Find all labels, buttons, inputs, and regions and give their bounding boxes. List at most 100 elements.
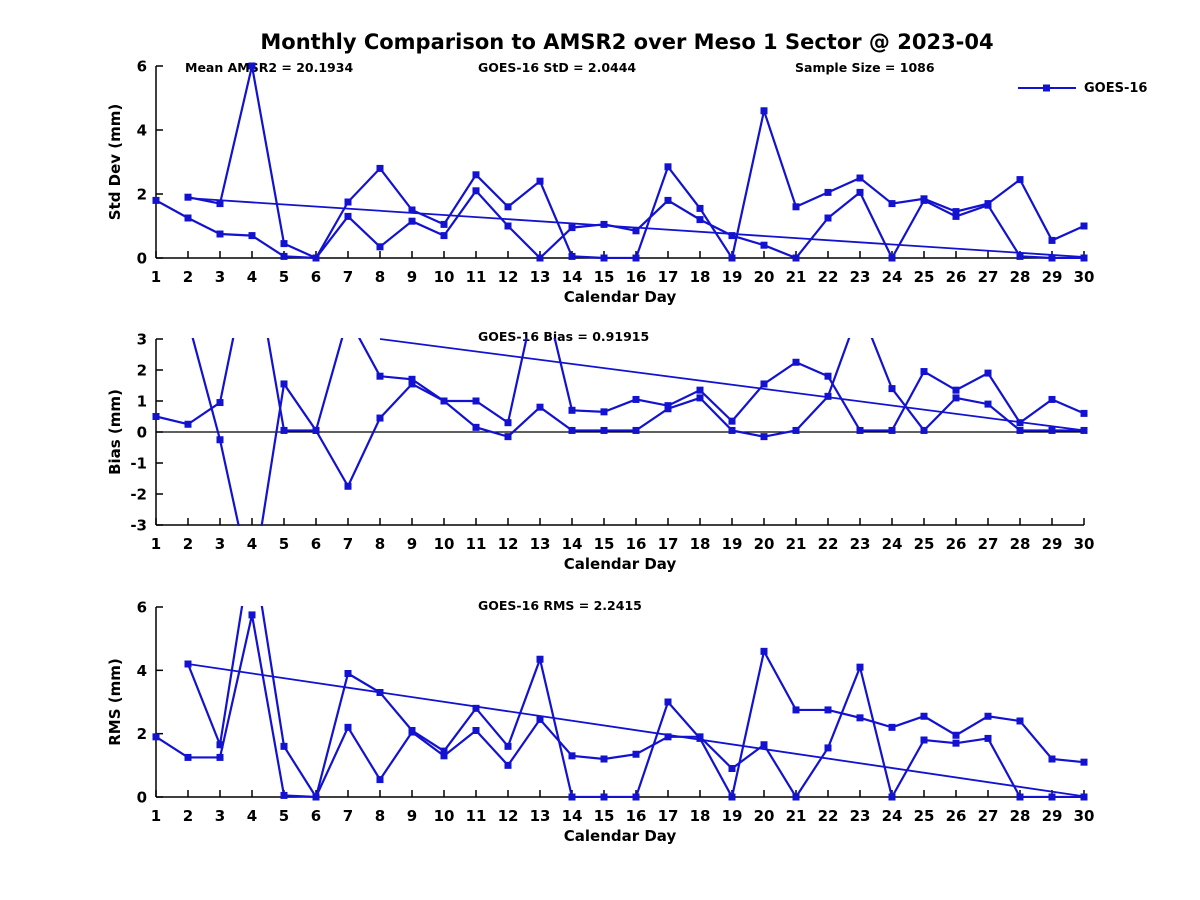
svg-text:18: 18 xyxy=(690,807,711,825)
svg-text:13: 13 xyxy=(530,807,551,825)
svg-text:17: 17 xyxy=(658,807,679,825)
svg-text:18: 18 xyxy=(690,535,711,553)
svg-text:9: 9 xyxy=(407,535,417,553)
svg-text:2: 2 xyxy=(183,807,193,825)
svg-text:7: 7 xyxy=(343,535,353,553)
xlabel-calendar-day-rms: Calendar Day xyxy=(563,827,677,845)
svg-text:10: 10 xyxy=(434,268,455,286)
svg-text:11: 11 xyxy=(466,535,487,553)
svg-text:16: 16 xyxy=(626,268,647,286)
svg-text:17: 17 xyxy=(658,268,679,286)
svg-text:24: 24 xyxy=(882,268,903,286)
svg-text:25: 25 xyxy=(914,535,935,553)
svg-text:0: 0 xyxy=(137,789,147,807)
svg-text:5: 5 xyxy=(279,807,289,825)
xlabel-calendar-day-bias: Calendar Day xyxy=(563,555,677,573)
svg-text:20: 20 xyxy=(754,807,775,825)
svg-text:22: 22 xyxy=(818,535,839,553)
svg-text:24: 24 xyxy=(882,535,903,553)
svg-text:1: 1 xyxy=(151,535,161,553)
svg-text:30: 30 xyxy=(1074,807,1095,825)
legend-line-marker-icon xyxy=(1018,84,1076,92)
svg-text:29: 29 xyxy=(1042,535,1063,553)
svg-text:23: 23 xyxy=(850,807,871,825)
svg-text:5: 5 xyxy=(279,535,289,553)
svg-text:4: 4 xyxy=(247,807,257,825)
svg-text:4: 4 xyxy=(137,122,147,140)
svg-text:21: 21 xyxy=(786,535,807,553)
svg-text:27: 27 xyxy=(978,535,999,553)
svg-text:6: 6 xyxy=(137,58,147,76)
svg-text:17: 17 xyxy=(658,535,679,553)
svg-text:20: 20 xyxy=(754,535,775,553)
svg-text:4: 4 xyxy=(137,662,147,680)
legend: GOES-16 xyxy=(1016,80,1147,96)
legend-label: GOES-16 xyxy=(1084,80,1148,96)
svg-text:1: 1 xyxy=(151,268,161,286)
svg-text:8: 8 xyxy=(375,807,385,825)
svg-text:22: 22 xyxy=(818,807,839,825)
svg-text:12: 12 xyxy=(498,535,519,553)
svg-text:11: 11 xyxy=(466,268,487,286)
svg-text:3: 3 xyxy=(215,268,225,286)
svg-text:28: 28 xyxy=(1010,807,1031,825)
svg-text:6: 6 xyxy=(311,268,321,286)
svg-text:21: 21 xyxy=(786,807,807,825)
svg-text:23: 23 xyxy=(850,268,871,286)
svg-text:12: 12 xyxy=(498,268,519,286)
svg-text:6: 6 xyxy=(311,807,321,825)
svg-text:30: 30 xyxy=(1074,268,1095,286)
svg-text:14: 14 xyxy=(562,807,583,825)
svg-text:15: 15 xyxy=(594,535,615,553)
svg-text:28: 28 xyxy=(1010,535,1031,553)
svg-text:14: 14 xyxy=(562,535,583,553)
svg-text:-3: -3 xyxy=(130,517,147,535)
svg-text:2: 2 xyxy=(183,535,193,553)
svg-text:5: 5 xyxy=(279,268,289,286)
svg-text:2: 2 xyxy=(183,268,193,286)
svg-text:10: 10 xyxy=(434,535,455,553)
svg-text:2: 2 xyxy=(137,362,147,380)
svg-text:22: 22 xyxy=(818,268,839,286)
svg-text:9: 9 xyxy=(407,807,417,825)
svg-text:11: 11 xyxy=(466,807,487,825)
svg-text:3: 3 xyxy=(215,535,225,553)
svg-text:13: 13 xyxy=(530,268,551,286)
svg-text:8: 8 xyxy=(375,535,385,553)
svg-text:25: 25 xyxy=(914,807,935,825)
svg-text:2: 2 xyxy=(137,186,147,204)
svg-text:1: 1 xyxy=(137,393,147,411)
xlabel-calendar-day-std: Calendar Day xyxy=(563,288,677,306)
svg-text:8: 8 xyxy=(375,268,385,286)
svg-text:12: 12 xyxy=(498,807,519,825)
svg-text:13: 13 xyxy=(530,535,551,553)
svg-text:26: 26 xyxy=(946,268,967,286)
svg-text:15: 15 xyxy=(594,807,615,825)
svg-text:-1: -1 xyxy=(130,455,147,473)
svg-text:19: 19 xyxy=(722,535,743,553)
svg-text:24: 24 xyxy=(882,807,903,825)
svg-text:4: 4 xyxy=(247,535,257,553)
svg-text:4: 4 xyxy=(247,268,257,286)
svg-text:20: 20 xyxy=(754,268,775,286)
svg-text:6: 6 xyxy=(311,535,321,553)
annotation-goes16-rms: GOES-16 RMS = 2.2415 xyxy=(478,598,642,613)
svg-text:30: 30 xyxy=(1074,535,1095,553)
svg-text:29: 29 xyxy=(1042,807,1063,825)
svg-text:7: 7 xyxy=(343,807,353,825)
svg-text:26: 26 xyxy=(946,535,967,553)
svg-text:25: 25 xyxy=(914,268,935,286)
svg-text:21: 21 xyxy=(786,268,807,286)
svg-text:-2: -2 xyxy=(130,486,147,504)
svg-text:27: 27 xyxy=(978,807,999,825)
svg-text:19: 19 xyxy=(722,268,743,286)
annotation-goes16-bias: GOES-16 Bias = 0.91915 xyxy=(478,329,650,344)
svg-text:27: 27 xyxy=(978,268,999,286)
svg-text:28: 28 xyxy=(1010,268,1031,286)
svg-text:19: 19 xyxy=(722,807,743,825)
